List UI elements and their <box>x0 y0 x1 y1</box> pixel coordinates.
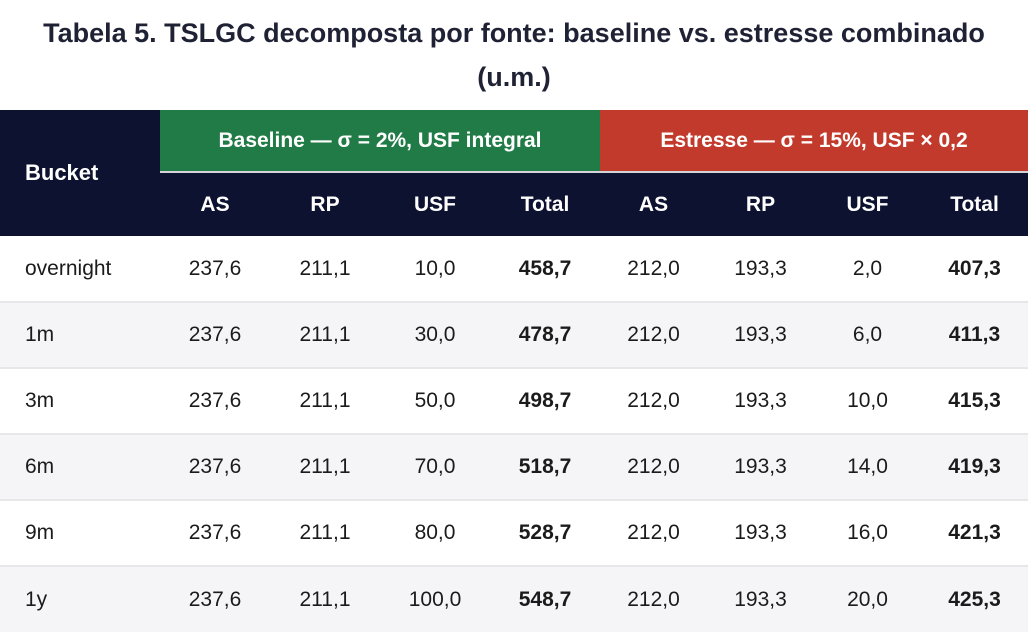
table-cell: 212,0 <box>627 323 680 346</box>
group-header-estresse: Estresse — σ = 15%, USF × 0,2 <box>600 110 1028 173</box>
column-header-baseline-total: Total <box>490 172 600 236</box>
table-title-line2: (u.m.) <box>477 62 551 92</box>
table-cell-total: 419,3 <box>948 455 1001 478</box>
row-header: 6m <box>25 455 55 478</box>
table-cell: 70,0 <box>414 455 456 478</box>
table-title-line1: Tabela 5. TSLGC decomposta por fonte: ba… <box>43 18 985 48</box>
data-table: Bucket Baseline — σ = 2%, USF integral E… <box>0 110 1028 632</box>
column-header-estresse-total: Total <box>921 172 1028 236</box>
table-row-9m: 9m 237,6 211,1 80,0 528,7 212,0 193,3 16… <box>0 500 1028 566</box>
table-cell: 211,1 <box>299 323 351 346</box>
table-cell: 50,0 <box>414 389 456 412</box>
table-row-3m: 3m 237,6 211,1 50,0 498,7 212,0 193,3 10… <box>0 368 1028 434</box>
group-header-row: Bucket Baseline — σ = 2%, USF integral E… <box>0 110 1028 236</box>
table-cell: 10,0 <box>847 389 888 412</box>
table-cell: 237,6 <box>188 256 242 280</box>
group-header-baseline: Baseline — σ = 2%, USF integral <box>160 110 600 173</box>
table-cell: 16,0 <box>847 521 888 544</box>
table-cell: 193,3 <box>734 521 787 544</box>
table-cell-total: 458,7 <box>518 256 572 280</box>
table-cell: 20,0 <box>847 587 888 611</box>
table-cell: 211,1 <box>299 455 351 478</box>
table-cell-total: 421,3 <box>948 521 1001 544</box>
table-cell: 211,1 <box>299 587 351 611</box>
table-cell: 100,0 <box>408 587 462 611</box>
table-cell-total: 425,3 <box>948 587 1001 611</box>
table-cell: 211,1 <box>299 256 351 280</box>
row-header: 1m <box>25 323 55 346</box>
column-header-estresse-as: AS <box>600 172 707 236</box>
column-header-estresse-usf: USF <box>814 172 921 236</box>
table-row-1y: 1y 237,6 211,1 100,0 548,7 212,0 193,3 2… <box>0 566 1028 632</box>
table-cell: 80,0 <box>414 521 456 544</box>
table-cell: 237,6 <box>188 521 242 544</box>
column-header-baseline-usf: USF <box>380 172 490 236</box>
table-row-6m: 6m 237,6 211,1 70,0 518,7 212,0 193,3 14… <box>0 434 1028 500</box>
row-header: 9m <box>25 521 55 544</box>
table-cell: 193,3 <box>734 455 787 478</box>
table-cell-total: 498,7 <box>518 389 572 412</box>
table-cell: 212,0 <box>627 521 680 544</box>
column-header-baseline-as: AS <box>160 172 270 236</box>
table-cell-total: 548,7 <box>518 587 572 611</box>
table-cell: 193,3 <box>734 389 787 412</box>
table-cell: 237,6 <box>188 587 242 611</box>
table-cell: 212,0 <box>627 587 680 611</box>
table-row-overnight: overnight 237,6 211,1 10,0 458,7 212,0 1… <box>0 236 1028 302</box>
table-cell: 237,6 <box>188 455 242 478</box>
table-cell: 211,1 <box>299 521 351 544</box>
table-cell: 6,0 <box>852 323 883 346</box>
column-header-estresse-rp: RP <box>707 172 814 236</box>
table-cell-total: 518,7 <box>518 455 572 478</box>
table-cell: 193,3 <box>734 323 787 346</box>
table-title: Tabela 5. TSLGC decomposta por fonte: ba… <box>0 0 1028 110</box>
table-cell-total: 528,7 <box>518 521 572 544</box>
table-cell: 10,0 <box>414 256 456 280</box>
table-cell: 2,0 <box>852 256 883 280</box>
table-cell: 212,0 <box>627 256 680 280</box>
table-row-1m: 1m 237,6 211,1 30,0 478,7 212,0 193,3 6,… <box>0 302 1028 368</box>
table-cell: 193,3 <box>734 256 787 280</box>
table-cell: 212,0 <box>627 455 680 478</box>
table-cell: 30,0 <box>414 323 456 346</box>
table-cell-total: 407,3 <box>948 256 1001 280</box>
table-cell: 212,0 <box>627 389 680 412</box>
table-cell-total: 411,3 <box>948 323 1001 346</box>
table-cell: 193,3 <box>734 587 787 611</box>
table-cell: 237,6 <box>188 389 242 412</box>
row-header: 1y <box>25 587 48 611</box>
column-header-baseline-rp: RP <box>270 172 380 236</box>
table-cell: 237,6 <box>188 323 242 346</box>
table-cell: 211,1 <box>299 389 351 412</box>
table-cell-total: 478,7 <box>518 323 572 346</box>
table-cell-total: 415,3 <box>948 389 1001 412</box>
table-cell: 14,0 <box>847 455 888 478</box>
row-header: 3m <box>25 389 55 412</box>
column-header-bucket: Bucket <box>0 110 160 236</box>
column-header-row: AS RP USF Total AS RP USF Total <box>0 172 1028 236</box>
row-header: overnight <box>25 256 112 280</box>
